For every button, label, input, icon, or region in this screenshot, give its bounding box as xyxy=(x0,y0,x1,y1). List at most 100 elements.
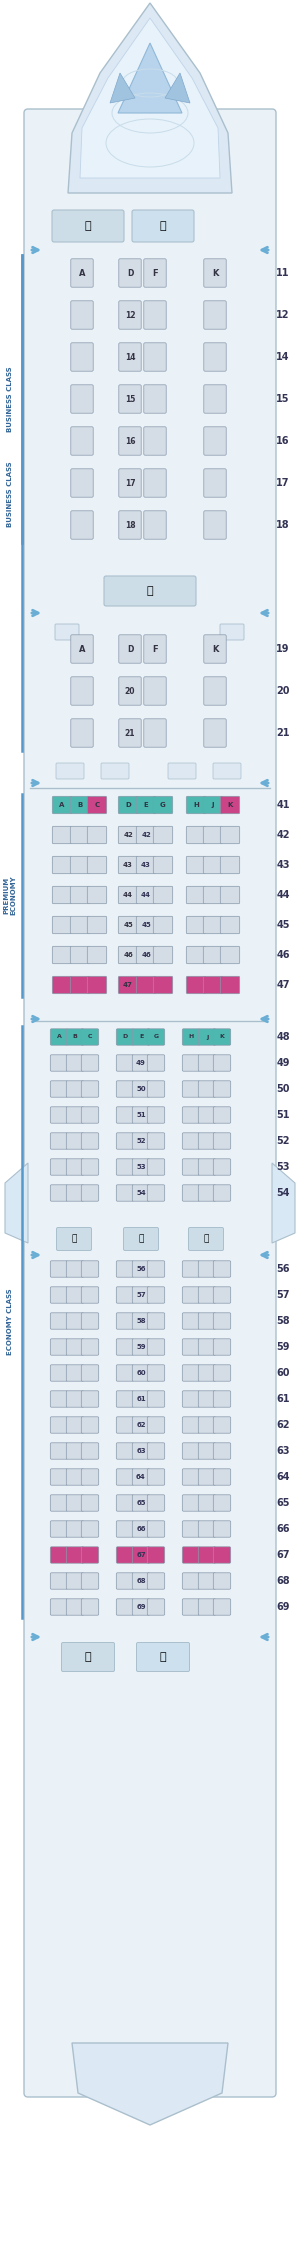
FancyBboxPatch shape xyxy=(52,825,72,843)
FancyBboxPatch shape xyxy=(182,1030,200,1045)
FancyBboxPatch shape xyxy=(182,1599,200,1615)
FancyBboxPatch shape xyxy=(116,1599,134,1615)
Polygon shape xyxy=(80,18,220,177)
FancyBboxPatch shape xyxy=(147,1521,165,1536)
FancyBboxPatch shape xyxy=(132,1364,150,1382)
FancyBboxPatch shape xyxy=(153,825,173,843)
FancyBboxPatch shape xyxy=(132,1287,150,1303)
Text: 45: 45 xyxy=(141,922,151,929)
FancyBboxPatch shape xyxy=(70,976,90,994)
Text: 🚻: 🚻 xyxy=(138,1234,144,1243)
FancyBboxPatch shape xyxy=(213,1054,231,1072)
FancyBboxPatch shape xyxy=(119,426,141,455)
FancyBboxPatch shape xyxy=(198,1599,216,1615)
FancyBboxPatch shape xyxy=(132,1030,150,1045)
FancyBboxPatch shape xyxy=(124,1227,158,1252)
FancyBboxPatch shape xyxy=(70,825,90,843)
FancyBboxPatch shape xyxy=(132,1133,150,1148)
FancyBboxPatch shape xyxy=(204,301,226,330)
FancyBboxPatch shape xyxy=(182,1287,200,1303)
FancyBboxPatch shape xyxy=(50,1391,68,1406)
FancyBboxPatch shape xyxy=(56,1227,92,1252)
Text: 20: 20 xyxy=(276,686,290,695)
FancyBboxPatch shape xyxy=(213,1391,231,1406)
Text: 49: 49 xyxy=(136,1061,146,1065)
FancyBboxPatch shape xyxy=(66,1184,84,1202)
Text: F: F xyxy=(152,644,158,653)
Text: 43: 43 xyxy=(123,861,133,868)
FancyBboxPatch shape xyxy=(213,1133,231,1148)
FancyBboxPatch shape xyxy=(220,976,240,994)
FancyBboxPatch shape xyxy=(50,1287,68,1303)
FancyBboxPatch shape xyxy=(203,917,223,933)
Text: E: E xyxy=(144,803,148,807)
FancyBboxPatch shape xyxy=(52,947,72,964)
FancyBboxPatch shape xyxy=(116,1081,134,1097)
FancyBboxPatch shape xyxy=(119,301,141,330)
FancyBboxPatch shape xyxy=(182,1418,200,1433)
FancyBboxPatch shape xyxy=(182,1442,200,1460)
FancyBboxPatch shape xyxy=(136,886,156,904)
Text: D: D xyxy=(122,1034,128,1039)
FancyBboxPatch shape xyxy=(66,1081,84,1097)
FancyBboxPatch shape xyxy=(81,1364,99,1382)
Text: 🚻: 🚻 xyxy=(71,1234,77,1243)
FancyBboxPatch shape xyxy=(116,1133,134,1148)
Text: D: D xyxy=(127,644,133,653)
FancyBboxPatch shape xyxy=(147,1133,165,1148)
FancyBboxPatch shape xyxy=(66,1418,84,1433)
FancyBboxPatch shape xyxy=(132,1339,150,1355)
FancyBboxPatch shape xyxy=(50,1261,68,1276)
FancyBboxPatch shape xyxy=(132,1418,150,1433)
FancyBboxPatch shape xyxy=(132,1391,150,1406)
FancyBboxPatch shape xyxy=(188,1227,224,1252)
FancyBboxPatch shape xyxy=(144,343,166,370)
Text: 19: 19 xyxy=(276,644,290,655)
Text: 15: 15 xyxy=(125,395,135,404)
FancyBboxPatch shape xyxy=(118,825,138,843)
Text: 42: 42 xyxy=(141,832,151,839)
FancyBboxPatch shape xyxy=(204,469,226,498)
FancyBboxPatch shape xyxy=(213,1364,231,1382)
FancyBboxPatch shape xyxy=(132,1054,150,1072)
FancyBboxPatch shape xyxy=(220,917,240,933)
FancyBboxPatch shape xyxy=(71,511,93,538)
FancyBboxPatch shape xyxy=(198,1312,216,1330)
Text: 53: 53 xyxy=(136,1164,146,1171)
Polygon shape xyxy=(118,43,182,112)
FancyBboxPatch shape xyxy=(144,258,166,287)
Text: B: B xyxy=(73,1034,77,1039)
Text: 21: 21 xyxy=(125,729,135,738)
FancyBboxPatch shape xyxy=(220,796,240,814)
FancyBboxPatch shape xyxy=(116,1054,134,1072)
FancyBboxPatch shape xyxy=(50,1442,68,1460)
FancyBboxPatch shape xyxy=(153,796,173,814)
FancyBboxPatch shape xyxy=(52,796,72,814)
FancyBboxPatch shape xyxy=(66,1599,84,1615)
Text: 50: 50 xyxy=(276,1083,290,1095)
FancyBboxPatch shape xyxy=(147,1364,165,1382)
FancyBboxPatch shape xyxy=(81,1521,99,1536)
FancyBboxPatch shape xyxy=(182,1312,200,1330)
Text: H: H xyxy=(188,1034,194,1039)
Text: A: A xyxy=(57,1034,62,1039)
FancyBboxPatch shape xyxy=(186,857,206,875)
FancyBboxPatch shape xyxy=(144,718,166,747)
FancyBboxPatch shape xyxy=(50,1469,68,1485)
FancyBboxPatch shape xyxy=(116,1160,134,1175)
FancyBboxPatch shape xyxy=(198,1442,216,1460)
FancyBboxPatch shape xyxy=(182,1261,200,1276)
FancyBboxPatch shape xyxy=(52,917,72,933)
FancyBboxPatch shape xyxy=(213,1418,231,1433)
FancyBboxPatch shape xyxy=(71,635,93,664)
Text: 44: 44 xyxy=(123,893,133,897)
FancyBboxPatch shape xyxy=(213,763,241,778)
FancyBboxPatch shape xyxy=(119,386,141,413)
FancyBboxPatch shape xyxy=(144,511,166,538)
FancyBboxPatch shape xyxy=(203,825,223,843)
FancyBboxPatch shape xyxy=(119,258,141,287)
FancyBboxPatch shape xyxy=(213,1442,231,1460)
FancyBboxPatch shape xyxy=(116,1521,134,1536)
Text: 51: 51 xyxy=(136,1113,146,1117)
FancyBboxPatch shape xyxy=(147,1599,165,1615)
